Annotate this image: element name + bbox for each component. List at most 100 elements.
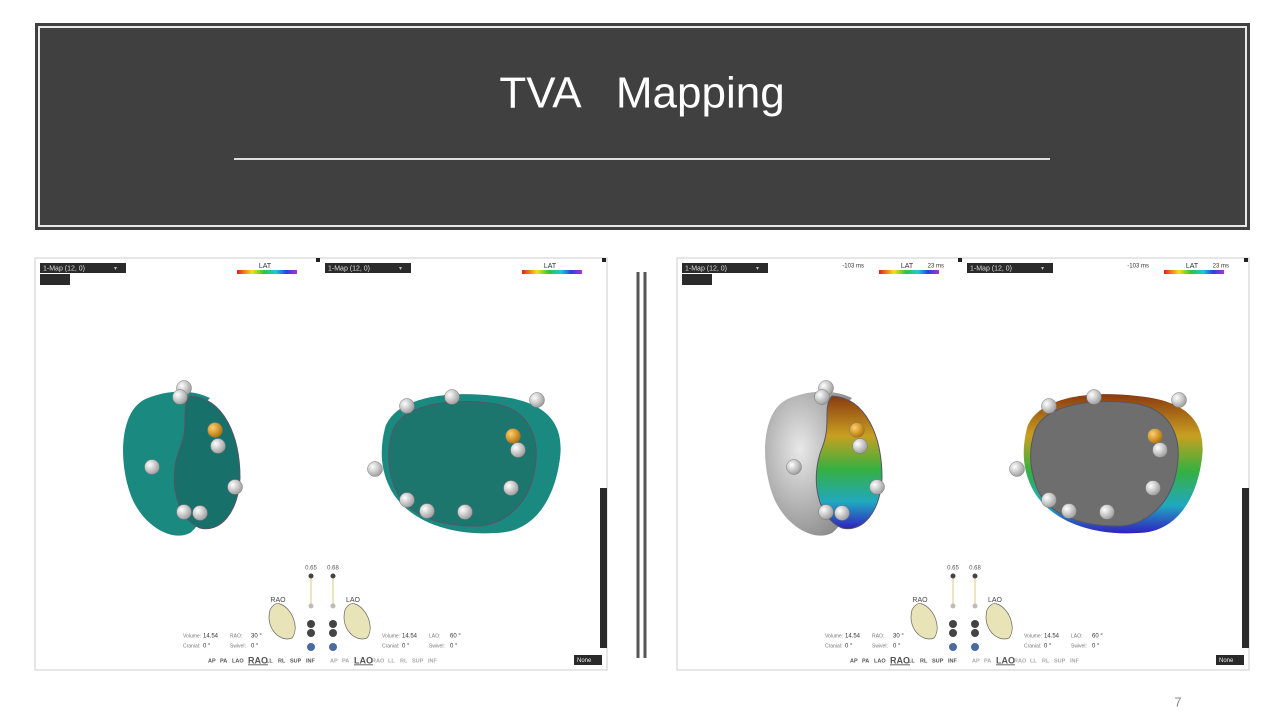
dropdown-icon: ▾ <box>114 266 117 272</box>
heart-icon <box>985 603 1013 640</box>
marker-sphere <box>529 392 545 408</box>
view-button[interactable]: RL <box>920 658 928 664</box>
heart-icon <box>910 603 938 640</box>
view-button[interactable]: AP <box>972 658 980 664</box>
marker-sphere <box>1009 461 1025 477</box>
info-label: Volume: <box>382 633 400 639</box>
corner-btn <box>602 258 606 262</box>
view-button[interactable]: INF <box>1070 658 1080 664</box>
slider-value: 0.65 <box>947 566 959 572</box>
view-button[interactable]: SUP <box>412 658 424 664</box>
view-button[interactable]: AP <box>208 658 216 664</box>
view-button[interactable]: AP <box>850 658 858 664</box>
view-button[interactable]: RL <box>400 658 408 664</box>
map-label: 1-Map (12, 0) <box>970 265 1012 272</box>
view-button[interactable]: RL <box>278 658 286 664</box>
slider-value: 0.65 <box>305 566 317 572</box>
view-button[interactable]: LL <box>266 658 273 664</box>
view-button[interactable]: LAO <box>354 655 373 665</box>
info-value: 14.54 <box>845 634 861 640</box>
view-button[interactable]: PA <box>984 658 991 664</box>
view-button[interactable]: RAO <box>248 655 268 665</box>
view-button[interactable]: INF <box>948 658 958 664</box>
dropdown-bg <box>574 655 602 665</box>
info-label: Swivel: <box>429 643 445 649</box>
view-button[interactable]: LL <box>388 658 395 664</box>
view-button[interactable]: INF <box>306 658 316 664</box>
dropdown[interactable]: None <box>577 658 592 664</box>
info-label: LAO: <box>1071 633 1082 639</box>
slider-knob <box>330 573 336 579</box>
info-label: LAO: <box>429 633 440 639</box>
view-button[interactable]: AP <box>330 658 338 664</box>
marker-sphere <box>869 479 885 495</box>
view-button[interactable]: SUP <box>932 658 944 664</box>
map-view: 1-Map (12, 0) ▾ LAT -103 ms 23 ms <box>682 258 962 536</box>
view-button[interactable]: PA <box>342 658 349 664</box>
info-value: 0 ° <box>1044 644 1052 650</box>
map-label-bg <box>682 263 768 273</box>
marker-sphere <box>419 503 435 519</box>
info-value: 0 ° <box>203 644 211 650</box>
marker-sphere <box>503 480 519 496</box>
view-button[interactable]: SUP <box>1054 658 1066 664</box>
marker-sphere <box>1152 442 1168 458</box>
info-value: 14.54 <box>203 634 219 640</box>
view-button[interactable]: SUP <box>290 658 302 664</box>
legend-max: 23 ms <box>928 264 944 270</box>
info-value: 0 ° <box>402 644 410 650</box>
header-border <box>38 26 1247 227</box>
info-label: Volume: <box>825 633 843 639</box>
legend-min: -103 ms <box>842 264 864 270</box>
info-value: 60 ° <box>1092 634 1103 640</box>
marker-sphere <box>207 422 223 438</box>
view-button[interactable]: RAO <box>1014 658 1027 664</box>
legend-colorbar <box>522 270 582 274</box>
marker-sphere <box>399 492 415 508</box>
view-button[interactable]: LAO <box>996 655 1015 665</box>
legend-colorbar <box>1164 270 1224 274</box>
legend-colorbar <box>237 270 297 274</box>
marker-sphere <box>144 459 160 475</box>
info-label: RAO: <box>230 633 242 639</box>
legend-label: LAT <box>544 263 557 270</box>
slider-knob <box>950 603 956 609</box>
legend-label: LAT <box>259 263 272 270</box>
map-label: 1-Map (12, 0) <box>685 265 727 272</box>
info-label: Cranial: <box>183 643 200 649</box>
view-button[interactable]: PA <box>862 658 869 664</box>
view-button[interactable]: LAO <box>874 658 886 664</box>
view-button[interactable]: RAO <box>890 655 910 665</box>
orientation-name: LAO <box>988 597 1003 604</box>
orientation-name: LAO <box>346 597 361 604</box>
slider-knob <box>308 573 314 579</box>
info-value: 0 ° <box>450 644 458 650</box>
heart-icon <box>268 603 296 640</box>
slider-knob <box>949 620 957 628</box>
view-button[interactable]: RL <box>1042 658 1050 664</box>
info-label: Swivel: <box>230 643 246 649</box>
marker-sphere <box>510 442 526 458</box>
view-button[interactable]: LAO <box>232 658 244 664</box>
view-button[interactable]: RAO <box>372 658 385 664</box>
view-button[interactable]: PA <box>220 658 227 664</box>
marker-sphere <box>1147 428 1163 444</box>
marker-sphere <box>1061 503 1077 519</box>
view-button[interactable]: LL <box>908 658 915 664</box>
marker-sphere <box>1086 389 1102 405</box>
tool-btn <box>682 274 712 285</box>
marker-sphere <box>849 422 865 438</box>
view-button[interactable]: LL <box>1030 658 1037 664</box>
marker-sphere <box>1099 504 1115 520</box>
slide-title: TVA Mapping <box>499 69 784 118</box>
dropdown-icon: ▾ <box>1041 266 1044 272</box>
info-value: 0 ° <box>251 644 259 650</box>
shell-inner <box>1030 401 1179 527</box>
dropdown[interactable]: None <box>1219 658 1234 664</box>
marker-sphere <box>444 389 460 405</box>
view-button[interactable]: INF <box>428 658 438 664</box>
slider-knob <box>329 620 337 628</box>
slider-knob <box>972 603 978 609</box>
dropdown-bg <box>1216 655 1244 665</box>
